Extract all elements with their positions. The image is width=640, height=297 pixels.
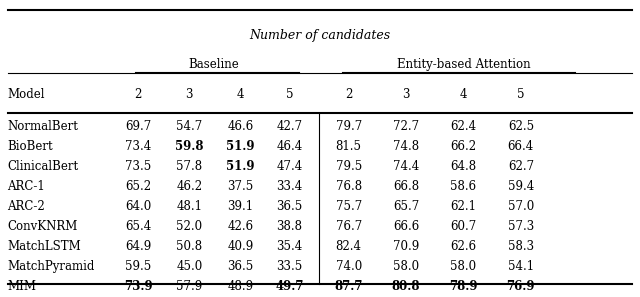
- Text: ARC-1: ARC-1: [8, 180, 45, 193]
- Text: 4: 4: [237, 88, 244, 101]
- Text: 46.6: 46.6: [227, 120, 253, 133]
- Text: 57.8: 57.8: [176, 160, 202, 173]
- Text: 64.0: 64.0: [125, 200, 152, 213]
- Text: 42.6: 42.6: [227, 220, 253, 233]
- Text: 35.4: 35.4: [276, 240, 303, 253]
- Text: 58.3: 58.3: [508, 240, 534, 253]
- Text: 37.5: 37.5: [227, 180, 253, 193]
- Text: ConvKNRM: ConvKNRM: [8, 220, 78, 233]
- Text: 5: 5: [517, 88, 525, 101]
- Text: 3: 3: [186, 88, 193, 101]
- Text: 72.7: 72.7: [393, 120, 419, 133]
- Text: 33.5: 33.5: [276, 260, 303, 273]
- Text: MatchPyramid: MatchPyramid: [8, 260, 95, 273]
- Text: 66.8: 66.8: [393, 180, 419, 193]
- Text: 75.7: 75.7: [335, 200, 362, 213]
- Text: 57.3: 57.3: [508, 220, 534, 233]
- Text: 36.5: 36.5: [227, 260, 253, 273]
- Text: 82.4: 82.4: [336, 240, 362, 253]
- Text: 80.8: 80.8: [392, 279, 420, 293]
- Text: 66.4: 66.4: [508, 140, 534, 153]
- Text: Entity-based Attention: Entity-based Attention: [397, 59, 531, 71]
- Text: 40.9: 40.9: [227, 240, 253, 253]
- Text: 57.0: 57.0: [508, 200, 534, 213]
- Text: 39.1: 39.1: [227, 200, 253, 213]
- Text: 50.8: 50.8: [176, 240, 202, 253]
- Text: 79.5: 79.5: [335, 160, 362, 173]
- Text: 58.6: 58.6: [451, 180, 477, 193]
- Text: 74.4: 74.4: [393, 160, 419, 173]
- Text: 36.5: 36.5: [276, 200, 303, 213]
- Text: 60.7: 60.7: [451, 220, 477, 233]
- Text: 47.4: 47.4: [276, 160, 303, 173]
- Text: 33.4: 33.4: [276, 180, 303, 193]
- Text: 66.6: 66.6: [393, 220, 419, 233]
- Text: 4: 4: [460, 88, 467, 101]
- Text: 48.9: 48.9: [227, 279, 253, 293]
- Text: 59.4: 59.4: [508, 180, 534, 193]
- Text: 46.4: 46.4: [276, 140, 303, 153]
- Text: 5: 5: [285, 88, 293, 101]
- Text: 62.5: 62.5: [508, 120, 534, 133]
- Text: 62.1: 62.1: [451, 200, 476, 213]
- Text: 70.9: 70.9: [393, 240, 419, 253]
- Text: ClinicalBert: ClinicalBert: [8, 160, 79, 173]
- Text: 65.2: 65.2: [125, 180, 151, 193]
- Text: 79.7: 79.7: [335, 120, 362, 133]
- Text: 54.1: 54.1: [508, 260, 534, 273]
- Text: 87.7: 87.7: [335, 279, 363, 293]
- Text: 76.8: 76.8: [335, 180, 362, 193]
- Text: 65.4: 65.4: [125, 220, 152, 233]
- Text: 52.0: 52.0: [176, 220, 202, 233]
- Text: 46.2: 46.2: [176, 180, 202, 193]
- Text: MIM: MIM: [8, 279, 36, 293]
- Text: 73.4: 73.4: [125, 140, 152, 153]
- Text: 3: 3: [403, 88, 410, 101]
- Text: 51.9: 51.9: [226, 140, 255, 153]
- Text: NormalBert: NormalBert: [8, 120, 79, 133]
- Text: 57.9: 57.9: [176, 279, 202, 293]
- Text: 76.9: 76.9: [507, 279, 535, 293]
- Text: 2: 2: [345, 88, 353, 101]
- Text: 78.9: 78.9: [449, 279, 477, 293]
- Text: 62.4: 62.4: [451, 120, 477, 133]
- Text: 74.0: 74.0: [335, 260, 362, 273]
- Text: 64.8: 64.8: [451, 160, 477, 173]
- Text: 2: 2: [134, 88, 142, 101]
- Text: ARC-2: ARC-2: [8, 200, 45, 213]
- Text: 38.8: 38.8: [276, 220, 302, 233]
- Text: 62.7: 62.7: [508, 160, 534, 173]
- Text: 74.8: 74.8: [393, 140, 419, 153]
- Text: 69.7: 69.7: [125, 120, 152, 133]
- Text: 65.7: 65.7: [393, 200, 419, 213]
- Text: 42.7: 42.7: [276, 120, 303, 133]
- Text: 54.7: 54.7: [176, 120, 202, 133]
- Text: 76.7: 76.7: [335, 220, 362, 233]
- Text: 73.5: 73.5: [125, 160, 152, 173]
- Text: 81.5: 81.5: [336, 140, 362, 153]
- Text: MatchLSTM: MatchLSTM: [8, 240, 81, 253]
- Text: 59.8: 59.8: [175, 140, 204, 153]
- Text: 64.9: 64.9: [125, 240, 152, 253]
- Text: 58.0: 58.0: [393, 260, 419, 273]
- Text: 49.7: 49.7: [275, 279, 303, 293]
- Text: 45.0: 45.0: [176, 260, 202, 273]
- Text: Baseline: Baseline: [188, 59, 239, 71]
- Text: 66.2: 66.2: [451, 140, 477, 153]
- Text: Number of candidates: Number of candidates: [250, 29, 390, 42]
- Text: Model: Model: [8, 88, 45, 101]
- Text: 51.9: 51.9: [226, 160, 255, 173]
- Text: 59.5: 59.5: [125, 260, 152, 273]
- Text: 73.9: 73.9: [124, 279, 152, 293]
- Text: 58.0: 58.0: [451, 260, 477, 273]
- Text: 48.1: 48.1: [176, 200, 202, 213]
- Text: BioBert: BioBert: [8, 140, 53, 153]
- Text: 62.6: 62.6: [451, 240, 477, 253]
